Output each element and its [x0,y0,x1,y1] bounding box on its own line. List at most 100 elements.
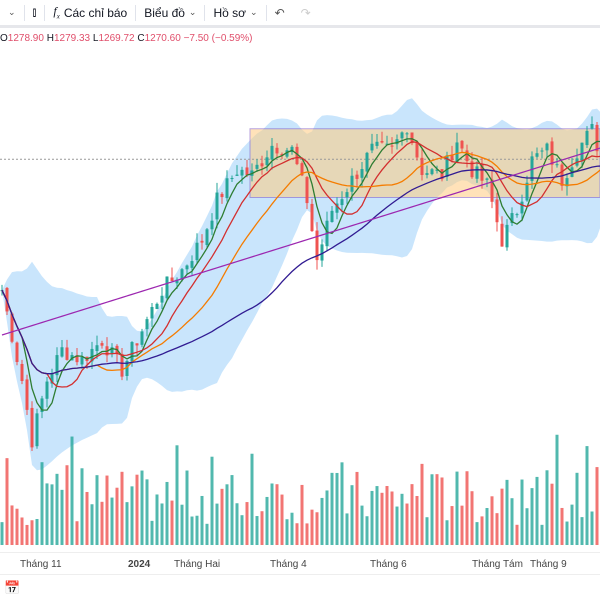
volume-bar [255,516,259,545]
volume-bar [585,446,589,545]
chart-label: Biểu đồ [144,5,185,20]
volume-bar [245,502,249,545]
volume-bar [65,465,69,545]
undo-button[interactable]: ↶ [267,0,293,25]
candle-body [200,240,204,243]
chevron-down-icon: ⌄ [250,7,258,17]
volume-bar [580,517,584,545]
candle-body [405,133,409,135]
candle-body [90,348,94,362]
volume-bar [110,497,114,545]
candle-body [20,363,24,381]
candle-body [450,154,454,161]
candle-body [45,381,49,399]
volume-bar [490,496,494,545]
candle-body [210,220,214,230]
candle-body [135,343,139,346]
volume-bar [115,487,119,545]
volume-bar [285,519,289,545]
candle-body [290,146,294,153]
candle-body [515,214,519,216]
candle-body [410,132,414,144]
candle-body [520,201,524,214]
candle-body [10,313,14,342]
volume-bar [450,506,454,545]
volume-bar [310,509,314,545]
indicators-button[interactable]: fx Các chỉ báo [45,0,135,25]
moving-average-10 [1,141,600,388]
volume-bar [320,497,324,545]
divider [23,4,25,21]
close-value: 1270.60 [144,33,181,44]
candle-body [350,175,354,192]
candle-body [470,161,474,178]
volume-bar [455,471,459,545]
redo-icon: ↷ [300,5,311,20]
candle-body [540,150,544,152]
candle-body [500,223,504,247]
candle-body [510,213,514,224]
time-axis[interactable]: Tháng 11 2024 Tháng Hai Tháng 4 Tháng 6 … [0,552,600,574]
symbol-dropdown[interactable]: ⌄ [0,0,24,25]
volume-bar [210,456,214,545]
go-to-date-calendar-icon[interactable]: 📅 [4,580,21,595]
candle-body [370,143,374,151]
moving-average-20 [1,151,600,375]
x-tick-label: Tháng 11 [20,559,62,570]
volume-bar [355,471,359,545]
candle-body [170,277,174,281]
volume-bar [270,483,274,545]
divider [135,4,137,21]
candle-body [480,164,484,181]
volume-bar [480,516,484,545]
volume-bar [435,474,439,545]
volume-bar [440,477,444,545]
volume-bar [370,490,374,545]
candle-body [485,178,489,180]
candle-body [175,279,179,284]
candle-body [315,230,319,261]
high-value: 1279.33 [53,33,91,44]
volume-bar [215,503,219,545]
candle-body [140,331,144,345]
volume-bar [120,471,124,545]
volume-bar [190,516,194,545]
volume-bar [105,475,109,545]
volume-bar [590,511,594,545]
moving-average-50 [1,165,600,375]
candle-body [100,343,104,346]
chart-menu-button[interactable]: Biểu đồ ⌄ [136,0,204,25]
candle-body [80,356,84,365]
volume-bar [205,523,209,545]
candle-body [390,145,394,147]
divider [204,4,206,21]
indicators-label: Các chỉ báo [63,5,128,20]
volume-bar [5,458,9,545]
volume-bar [430,474,434,545]
candle-body [110,347,114,354]
candle-body [435,169,439,171]
profile-menu-button[interactable]: Hồ sơ ⌄ [205,0,265,25]
bottom-bar: 📅 [0,574,600,600]
candle-body [205,229,209,246]
volume-bar [520,479,524,545]
candle-body [50,373,54,384]
candle-type-button[interactable]: ⫾ [25,0,45,25]
volume-bar [465,471,469,545]
volume-bar [560,507,564,545]
price-chart[interactable] [0,48,600,552]
candle-body [55,355,59,376]
candle-body [280,154,284,156]
volume-bar [515,524,519,545]
candlestick-icon: ⫾ [32,5,37,19]
volume-bar [595,467,599,545]
candle-body [65,347,69,360]
x-tick-label: Tháng 9 [530,559,567,570]
candle-body [525,182,529,201]
candle-body [300,163,304,176]
candle-body [345,192,349,198]
volume-bar [145,479,149,545]
candle-body [30,407,34,448]
volume-bar [390,491,394,545]
redo-button[interactable]: ↷ [293,0,319,25]
